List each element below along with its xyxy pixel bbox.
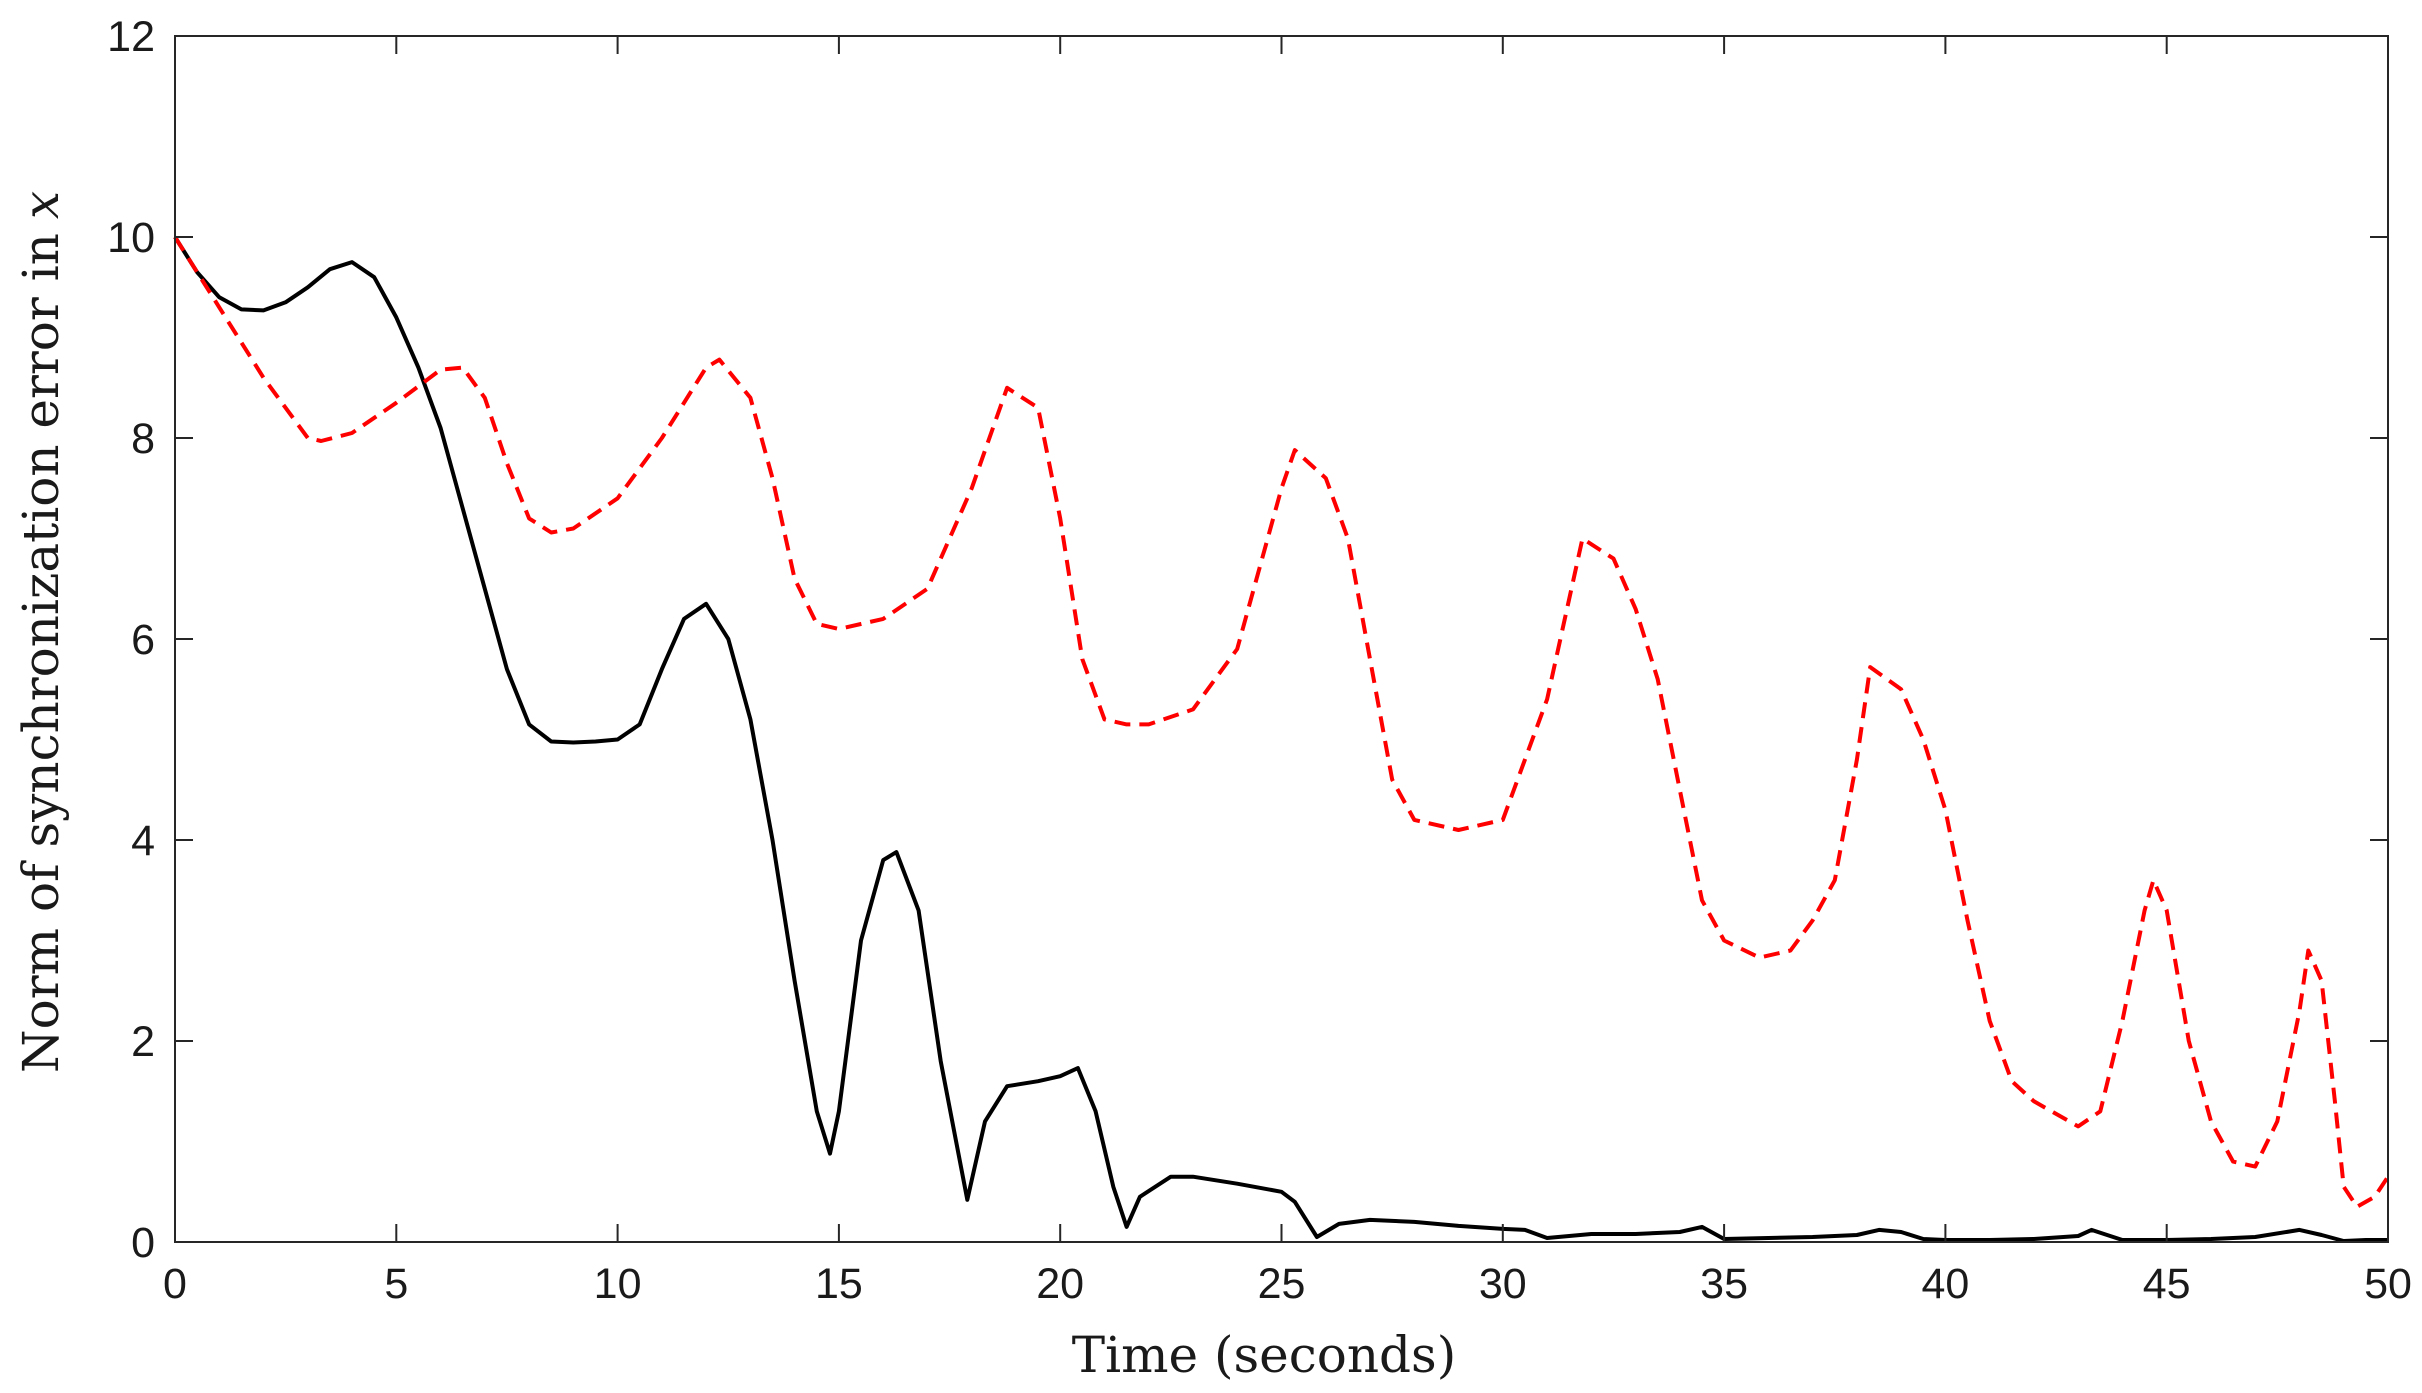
x-tick-label: 45	[2143, 1260, 2191, 1308]
x-tick-label: 20	[1036, 1260, 1084, 1308]
x-tick-label: 50	[2364, 1260, 2412, 1308]
x-tick-label: 30	[1479, 1260, 1527, 1308]
y-tick-label: 2	[131, 1018, 155, 1066]
x-tick-labels: 0 5 10 15 20 25 30 35 40 45 50	[163, 1260, 2412, 1308]
y-tick-label: 10	[107, 214, 155, 262]
y-tick-label: 4	[131, 817, 155, 865]
y-tick-label: 12	[107, 13, 155, 61]
y-tick-labels: 0 2 4 6 8 10 12	[107, 13, 155, 1267]
x-axis-label: Time (seconds)	[1072, 1326, 1456, 1384]
axes-layer	[174, 35, 2389, 1243]
series-line-dashed	[173, 235, 2390, 1209]
series-line-solid	[173, 235, 2388, 1243]
y-axis-label-variable: x	[12, 191, 70, 219]
y-axis-label: Norm of synchronization error in x	[12, 191, 70, 1073]
y-tick-label: 6	[131, 616, 155, 664]
x-tick-label: 15	[815, 1260, 863, 1308]
y-axis-label-text: Norm of synchronization error in	[12, 233, 70, 1073]
x-tick-label: 35	[1700, 1260, 1748, 1308]
x-tick-label: 40	[1921, 1260, 1969, 1308]
y-tick-label: 8	[131, 415, 155, 463]
x-tick-label: 5	[384, 1260, 408, 1308]
x-tick-label: 0	[163, 1260, 187, 1308]
x-tick-label: 10	[594, 1260, 642, 1308]
x-tick-label: 25	[1258, 1260, 1306, 1308]
series-layer	[173, 235, 2390, 1243]
y-tick-label: 0	[131, 1219, 155, 1267]
